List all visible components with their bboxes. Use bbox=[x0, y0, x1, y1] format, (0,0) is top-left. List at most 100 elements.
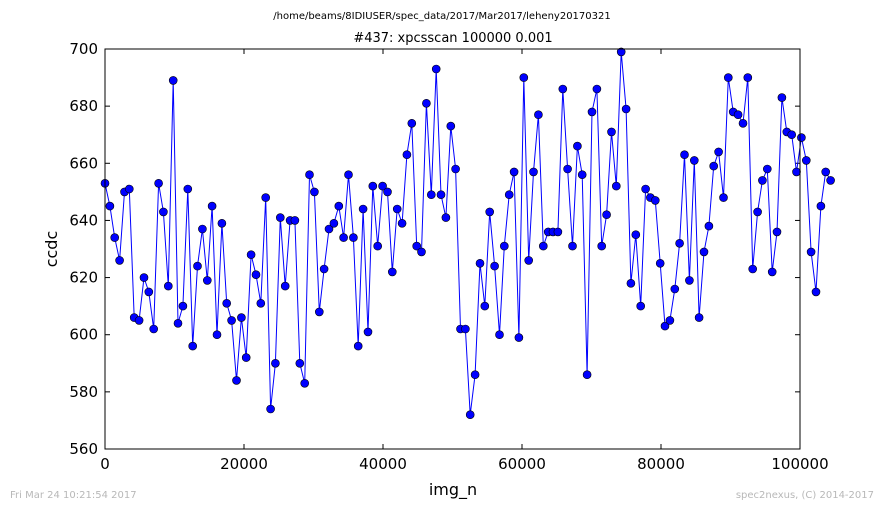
data-point bbox=[314, 307, 324, 317]
data-point bbox=[319, 264, 329, 274]
data-point bbox=[641, 184, 650, 194]
data-point bbox=[368, 181, 378, 191]
data-point bbox=[266, 404, 275, 414]
data-point bbox=[451, 164, 460, 174]
figure-suptitle: /home/beams/8IDIUSER/spec_data/2017/Mar2… bbox=[273, 11, 610, 22]
y-tick-label: 640 bbox=[69, 211, 98, 229]
data-point bbox=[241, 353, 251, 362]
data-point bbox=[426, 190, 436, 199]
data-point bbox=[392, 204, 402, 214]
data-point bbox=[363, 327, 373, 337]
data-point bbox=[699, 247, 709, 257]
x-tick-label: 100000 bbox=[771, 455, 828, 473]
data-point bbox=[271, 358, 280, 368]
data-point bbox=[660, 321, 670, 331]
data-point bbox=[685, 276, 694, 285]
data-point bbox=[431, 64, 441, 74]
data-point bbox=[203, 276, 212, 285]
data-point bbox=[650, 196, 660, 205]
y-tick-label: 600 bbox=[69, 326, 98, 344]
data-point bbox=[490, 261, 499, 271]
data-point bbox=[811, 287, 821, 297]
data-point bbox=[134, 316, 144, 325]
data-point bbox=[689, 156, 699, 165]
data-point bbox=[412, 241, 422, 251]
data-point bbox=[246, 250, 256, 259]
data-point bbox=[670, 284, 680, 294]
x-tick-label: 20000 bbox=[220, 455, 268, 473]
x-tick-label: 0 bbox=[100, 455, 110, 473]
series-markers bbox=[100, 47, 835, 420]
data-point bbox=[168, 76, 178, 85]
data-point bbox=[212, 330, 222, 340]
data-point bbox=[329, 219, 339, 228]
data-point bbox=[514, 333, 524, 342]
data-point bbox=[188, 341, 197, 351]
data-point bbox=[777, 93, 787, 102]
data-point bbox=[826, 176, 835, 185]
data-point bbox=[310, 187, 319, 197]
data-point bbox=[139, 273, 149, 282]
data-point bbox=[719, 193, 728, 202]
data-point bbox=[602, 210, 611, 219]
footer-timestamp: Fri Mar 24 10:21:54 2017 bbox=[10, 490, 137, 501]
x-axis-ticks: 0 20000 40000 60000 80000 100000 bbox=[100, 49, 829, 473]
data-point bbox=[217, 219, 227, 228]
data-point bbox=[568, 241, 577, 251]
data-point bbox=[573, 141, 582, 151]
data-point bbox=[762, 164, 772, 174]
data-point bbox=[275, 213, 285, 222]
data-point bbox=[553, 227, 563, 237]
data-point bbox=[193, 261, 202, 271]
plot-frame bbox=[104, 48, 801, 450]
data-point bbox=[714, 147, 723, 157]
data-point bbox=[441, 213, 451, 222]
y-tick-label: 560 bbox=[69, 440, 98, 458]
data-point bbox=[709, 161, 719, 171]
data-point bbox=[480, 301, 490, 311]
data-point bbox=[222, 298, 231, 308]
data-point bbox=[743, 73, 753, 82]
footer-credit: spec2nexus, (C) 2014-2017 bbox=[736, 490, 874, 501]
data-point bbox=[183, 184, 193, 194]
x-tick-label: 60000 bbox=[498, 455, 546, 473]
data-point bbox=[383, 187, 392, 197]
data-point bbox=[422, 99, 431, 108]
data-point bbox=[806, 247, 816, 257]
data-point bbox=[402, 150, 412, 159]
y-tick-label: 660 bbox=[69, 154, 98, 172]
data-point bbox=[261, 193, 271, 202]
data-point bbox=[495, 330, 504, 340]
y-axis-label: ccdc bbox=[42, 231, 61, 268]
data-point bbox=[738, 119, 748, 128]
data-point bbox=[446, 121, 456, 131]
data-point bbox=[461, 324, 470, 334]
data-point bbox=[504, 190, 514, 199]
data-point bbox=[295, 358, 305, 368]
data-point bbox=[723, 73, 733, 82]
data-point bbox=[592, 84, 602, 94]
y-tick-label: 680 bbox=[69, 97, 98, 115]
data-point bbox=[110, 233, 119, 242]
data-point bbox=[538, 241, 548, 251]
data-point bbox=[611, 181, 621, 191]
x-tick-label: 80000 bbox=[637, 455, 685, 473]
data-point bbox=[324, 224, 334, 234]
data-point bbox=[378, 181, 387, 191]
data-point bbox=[748, 264, 758, 274]
data-point bbox=[607, 127, 616, 137]
data-point bbox=[227, 316, 236, 325]
data-point bbox=[616, 47, 626, 57]
data-point bbox=[821, 167, 831, 177]
data-point bbox=[173, 318, 183, 328]
y-tick-label: 700 bbox=[69, 40, 98, 58]
data-point bbox=[232, 376, 241, 385]
data-point bbox=[621, 104, 631, 114]
data-point bbox=[758, 176, 767, 185]
data-point bbox=[524, 256, 534, 265]
data-point bbox=[339, 233, 348, 242]
x-tick-label: 40000 bbox=[359, 455, 407, 473]
data-point bbox=[767, 267, 777, 277]
data-point bbox=[373, 241, 383, 251]
